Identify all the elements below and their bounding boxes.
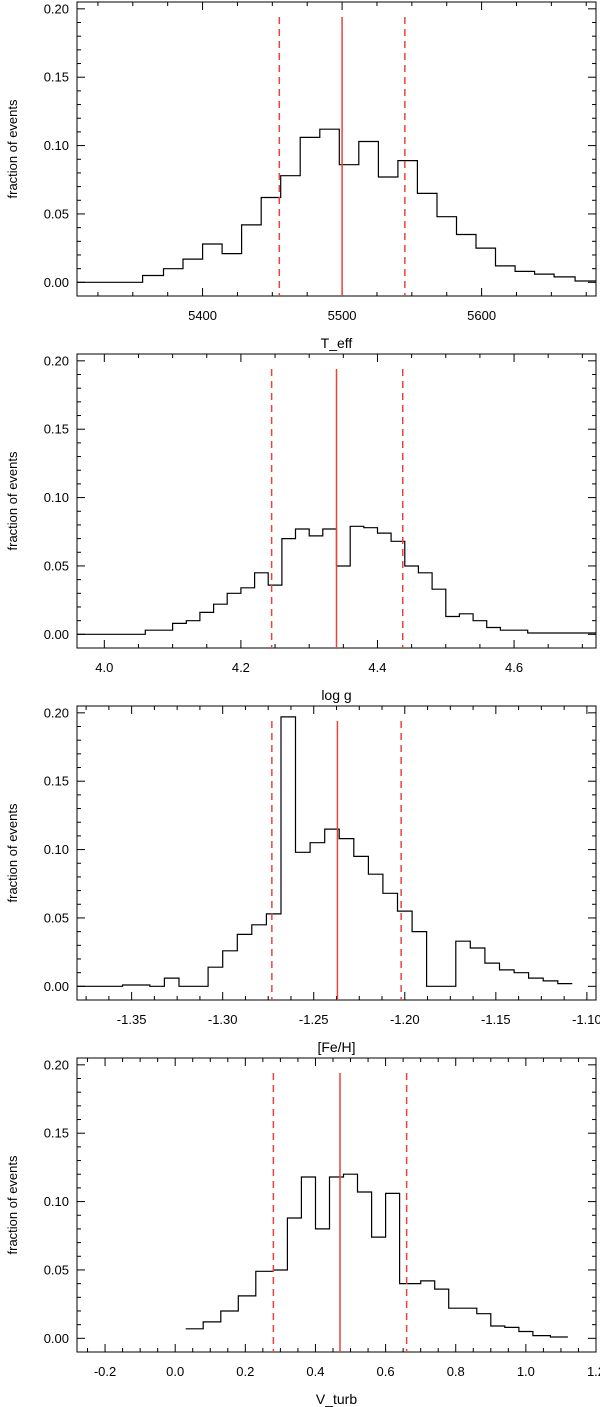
x-tick-label: -1.15 [481, 1012, 511, 1027]
y-axis-label: fraction of events [5, 1155, 20, 1254]
histogram-line [77, 716, 573, 987]
x-tick-label: 0.0 [166, 1364, 184, 1379]
y-tick-label: 0.10 [44, 842, 69, 857]
histogram-line [185, 1173, 568, 1338]
y-tick-label: 0.05 [44, 206, 69, 221]
chart-panel-2: 0.00 0.05 0.10 0.15 0.20 4.0 4.2 4.4 4.6 log g fra… [5, 353, 597, 703]
x-tick-label: -1.30 [208, 1012, 238, 1027]
x-tick-label: 5400 [188, 308, 217, 323]
histogram-line [77, 128, 596, 283]
x-tick-label: 1.0 [517, 1364, 535, 1379]
y-tick-label: 0.20 [44, 1057, 69, 1072]
y-axis-label: fraction of events [5, 803, 20, 902]
chart-panel-3: 0.00 0.05 0.10 0.15 0.20 -1.35 -1.30 -1.25 -1.20… [5, 705, 600, 1055]
chart-panel-4: 0.00 0.05 0.10 0.15 0.20 -0.2 0.0 0.2 0.4 0.6 0.8 1… [5, 1057, 600, 1407]
x-tick-label: 4.0 [95, 660, 113, 675]
y-tick-label: 0.10 [44, 1194, 69, 1209]
plot-frame [76, 705, 597, 1001]
y-tick-label: 0.05 [44, 1262, 69, 1277]
x-tick-label: 4.4 [368, 660, 386, 675]
y-tick-label: 0.15 [44, 422, 69, 437]
y-tick-label: 0.15 [44, 774, 69, 789]
y-tick-label: 0.10 [44, 490, 69, 505]
x-axis-label: T_eff [321, 335, 353, 351]
x-tick-label: -1.25 [299, 1012, 329, 1027]
y-tick-label: 0.15 [44, 70, 69, 85]
y-tick-label: 0.20 [44, 705, 69, 720]
y-axis-label: fraction of events [5, 99, 20, 198]
x-tick-label: 0.8 [447, 1364, 465, 1379]
x-tick-label: -1.35 [117, 1012, 147, 1027]
x-axis-label: [Fe/H] [317, 1039, 355, 1055]
chart-panel-1: 0.00 0.05 0.10 0.15 0.20 5400 5500 5600 T_eff fra… [5, 1, 597, 351]
x-tick-label: 5600 [467, 308, 496, 323]
y-tick-label: 0.05 [44, 910, 69, 925]
x-tick-label: 0.2 [236, 1364, 254, 1379]
x-tick-label: 0.6 [377, 1364, 395, 1379]
y-tick-label: 0.00 [44, 627, 69, 642]
y-tick-label: 0.00 [44, 979, 69, 994]
y-tick-label: 0.00 [44, 1331, 69, 1346]
y-tick-label: 0.10 [44, 138, 69, 153]
plot-frame [76, 1057, 597, 1353]
x-tick-label: -1.10 [572, 1012, 600, 1027]
y-axis-label: fraction of events [5, 451, 20, 550]
y-tick-label: 0.05 [44, 558, 69, 573]
x-tick-label: 0.4 [306, 1364, 324, 1379]
y-tick-label: 0.00 [44, 275, 69, 290]
y-tick-label: 0.20 [44, 353, 69, 368]
y-tick-label: 0.20 [44, 1, 69, 16]
x-axis-label: V_turb [316, 1391, 357, 1407]
x-tick-label: 1.2 [587, 1364, 600, 1379]
x-axis-label: log g [321, 687, 351, 703]
plot-frame [76, 1, 597, 297]
x-tick-label: 4.6 [505, 660, 523, 675]
x-tick-label: 5500 [328, 308, 357, 323]
x-tick-label: -0.2 [94, 1364, 116, 1379]
x-tick-label: 4.2 [232, 660, 250, 675]
x-tick-label: -1.20 [390, 1012, 420, 1027]
y-tick-label: 0.15 [44, 1126, 69, 1141]
